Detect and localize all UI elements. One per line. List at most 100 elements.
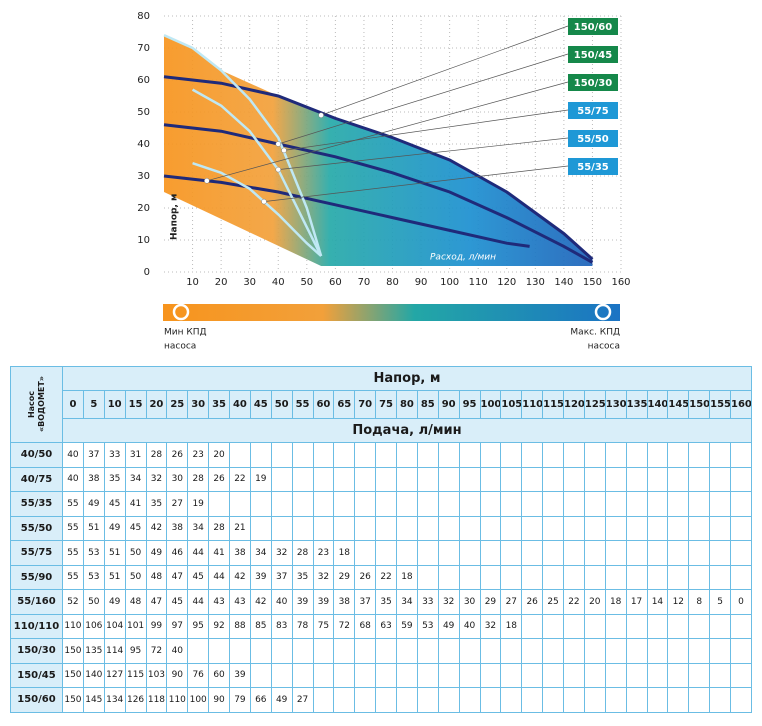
head-value: 20 xyxy=(145,390,168,419)
head-value: 135 xyxy=(625,390,648,419)
empty-cell xyxy=(625,515,648,541)
flow-value: 95 xyxy=(124,638,147,664)
flow-value: 5 xyxy=(709,589,731,615)
empty-cell xyxy=(437,687,460,713)
flow-value: 39 xyxy=(312,589,335,615)
empty-cell xyxy=(709,564,731,590)
flow-value: 99 xyxy=(145,613,168,639)
empty-cell xyxy=(667,442,690,468)
flow-value: 46 xyxy=(166,540,189,566)
empty-cell xyxy=(709,613,731,639)
head-value: 55 xyxy=(291,390,314,419)
min-marker xyxy=(172,303,190,321)
head-value: 115 xyxy=(542,390,564,419)
flow-value: 49 xyxy=(437,613,460,639)
head-value: 150 xyxy=(688,390,711,419)
flow-value: 39 xyxy=(229,662,251,688)
empty-cell xyxy=(291,491,314,517)
empty-cell xyxy=(187,638,210,664)
flow-value: 14 xyxy=(646,589,669,615)
flow-value: 35 xyxy=(145,491,168,517)
empty-cell xyxy=(375,662,397,688)
head-value: 145 xyxy=(667,390,690,419)
flow-value: 17 xyxy=(625,589,648,615)
empty-cell xyxy=(479,491,502,517)
empty-cell xyxy=(416,662,439,688)
x-tick-label: 70 xyxy=(358,277,371,288)
flow-value: 42 xyxy=(249,589,272,615)
empty-cell xyxy=(416,687,439,713)
leader-line xyxy=(278,137,569,170)
curve-marker xyxy=(318,112,324,118)
empty-cell xyxy=(709,515,731,541)
empty-cell xyxy=(646,515,669,541)
empty-cell xyxy=(625,442,648,468)
flow-value: 48 xyxy=(124,589,147,615)
flow-value: 33 xyxy=(103,442,126,468)
empty-cell xyxy=(604,540,627,566)
empty-cell xyxy=(291,466,314,492)
flow-value: 26 xyxy=(354,564,377,590)
empty-cell xyxy=(354,442,377,468)
flow-value: 49 xyxy=(145,540,168,566)
empty-cell xyxy=(500,687,523,713)
y-tick-label: 40 xyxy=(137,139,150,150)
empty-cell xyxy=(521,638,544,664)
min-label: Мин КПД xyxy=(164,328,207,338)
flow-value: 28 xyxy=(208,515,230,541)
empty-cell xyxy=(730,687,752,713)
empty-cell xyxy=(500,638,523,664)
x-tick-label: 50 xyxy=(300,277,313,288)
flow-value: 150 xyxy=(62,638,84,664)
empty-cell xyxy=(437,442,460,468)
flow-value: 44 xyxy=(187,589,210,615)
empty-cell xyxy=(291,515,314,541)
curve-marker xyxy=(281,147,287,154)
flow-value: 40 xyxy=(62,442,84,468)
legend-badge xyxy=(568,130,618,147)
flow-value: 32 xyxy=(479,613,502,639)
corner-line: Насос xyxy=(26,390,36,419)
head-value: 85 xyxy=(416,390,439,419)
flow-value: 55 xyxy=(62,491,84,517)
empty-cell xyxy=(270,491,293,517)
curve-marker xyxy=(275,166,281,173)
empty-cell xyxy=(563,491,585,517)
flow-value: 28 xyxy=(187,466,210,492)
flow-value: 28 xyxy=(145,442,168,468)
flow-value: 32 xyxy=(437,589,460,615)
flow-value: 8 xyxy=(688,589,711,615)
head-value: 125 xyxy=(583,390,606,419)
empty-cell xyxy=(375,638,397,664)
empty-cell xyxy=(437,638,460,664)
flow-value: 32 xyxy=(270,540,293,566)
empty-cell xyxy=(333,442,356,468)
empty-cell xyxy=(646,662,669,688)
empty-cell xyxy=(709,687,731,713)
flow-value: 27 xyxy=(166,491,189,517)
head-value: 120 xyxy=(563,390,585,419)
flow-value: 90 xyxy=(166,662,189,688)
row-label: 150/60 xyxy=(10,687,63,713)
empty-cell xyxy=(354,540,377,566)
empty-cell xyxy=(416,466,439,492)
legend-badge xyxy=(568,18,618,35)
x-tick-label: 60 xyxy=(329,277,342,288)
empty-cell xyxy=(730,515,752,541)
row-label: 55/35 xyxy=(10,491,63,517)
flow-value: 79 xyxy=(229,687,251,713)
empty-cell xyxy=(270,515,293,541)
empty-cell xyxy=(416,540,439,566)
legend-label: 55/75 xyxy=(577,106,609,117)
empty-cell xyxy=(563,662,585,688)
empty-cell xyxy=(500,442,523,468)
empty-cell xyxy=(354,491,377,517)
x-tick-label: 110 xyxy=(469,277,488,288)
max-marker xyxy=(594,303,612,321)
empty-cell xyxy=(667,491,690,517)
empty-cell xyxy=(354,662,377,688)
head-value: 110 xyxy=(521,390,544,419)
empty-cell xyxy=(563,466,585,492)
empty-cell xyxy=(479,540,502,566)
flow-value: 37 xyxy=(270,564,293,590)
